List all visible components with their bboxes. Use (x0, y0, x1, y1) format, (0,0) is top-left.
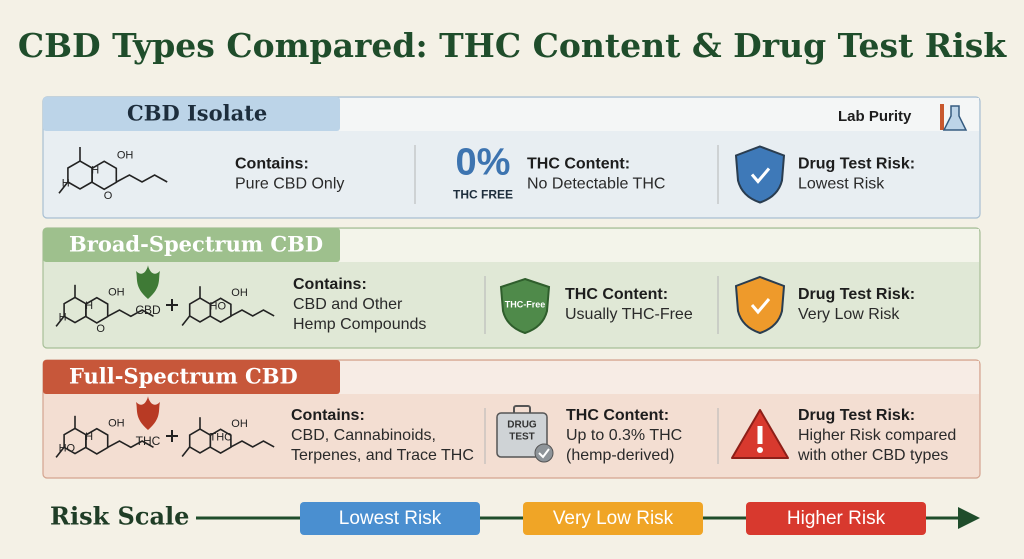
ring (91, 160, 118, 191)
badge: Lab Purity (838, 108, 912, 125)
atom-label: OH (117, 149, 134, 161)
risk-text: Very Low Risk (798, 306, 900, 323)
ring (209, 428, 232, 455)
atom-label: HO (210, 300, 227, 312)
ring (209, 297, 232, 324)
atom-label: H (85, 431, 93, 443)
check (750, 167, 771, 184)
ring (85, 427, 109, 455)
flask (942, 105, 968, 131)
risk-label: Drug Test Risk: (798, 156, 915, 173)
risk-pill-label: Very Low Risk (553, 508, 674, 529)
case-label: DRUG (507, 420, 537, 431)
chain (181, 446, 191, 457)
ring (85, 296, 109, 324)
section-name: Broad-Spectrum CBD (69, 232, 323, 257)
shield (734, 275, 786, 335)
chain (116, 174, 168, 183)
risk-pill (523, 502, 703, 535)
chain (107, 440, 154, 449)
section-tab (43, 228, 340, 262)
section-tab (43, 97, 340, 131)
chain (181, 315, 191, 326)
chain (55, 446, 65, 458)
risk-label: Drug Test Risk: (798, 407, 915, 424)
contains-text: Pure CBD Only (235, 176, 344, 193)
thc-text: Up to 0.3% THC (566, 427, 682, 444)
atom-label: HO (59, 442, 76, 454)
shield (499, 277, 551, 335)
title: CBD Types Compared: THC Content & Drug T… (18, 26, 1007, 65)
thc-free-text: THC FREE (453, 188, 513, 202)
contains-label: Contains: (235, 156, 309, 173)
shield (734, 145, 786, 204)
atom-label: H (91, 165, 99, 177)
thc-label: THC Content: (566, 407, 669, 424)
contains-text: Hemp Compounds (293, 316, 426, 333)
section-name: CBD Isolate (127, 101, 267, 126)
case-label: TEST (509, 432, 535, 443)
check-badge (534, 443, 554, 463)
section-name: Full-Spectrum CBD (69, 364, 298, 389)
contains-text: CBD and Other (293, 296, 403, 313)
atom-label: O (96, 323, 105, 335)
risk-text: Higher Risk compared (798, 427, 956, 444)
warning-bar (757, 426, 763, 444)
chain (230, 440, 275, 448)
risk-pill (300, 502, 480, 535)
chain (58, 181, 69, 194)
contains-label: Contains: (293, 276, 367, 293)
leaf-label: CBD (135, 303, 161, 317)
thc-text: (hemp-derived) (566, 447, 674, 464)
risk-scale-label: Risk Scale (50, 502, 189, 531)
check (538, 448, 550, 459)
atom-label: H (85, 300, 93, 312)
check (750, 298, 771, 315)
chain (230, 309, 275, 317)
thc-label: THC Content: (565, 286, 668, 303)
risk-pill-label: Lowest Risk (339, 508, 442, 529)
leaf (136, 265, 160, 299)
chain (55, 315, 65, 327)
chain (107, 309, 154, 318)
atom-label: H (62, 177, 70, 189)
case (496, 412, 548, 458)
atom-label: OH (108, 417, 125, 429)
atom-label: OH (108, 286, 125, 298)
contains-text: CBD, Cannabinoids, (291, 427, 436, 444)
atom-label: THC (210, 431, 233, 443)
thc-label: THC Content: (527, 156, 630, 173)
risk-pill-label: Higher Risk (787, 508, 886, 529)
atom-label: OH (231, 418, 248, 430)
thc-text: No Detectable THC (527, 176, 665, 193)
risk-pill (746, 502, 926, 535)
atom-label: O (104, 190, 113, 202)
contains-label: Contains: (291, 407, 365, 424)
warning-dot (757, 447, 763, 453)
risk-label: Drug Test Risk: (798, 286, 915, 303)
zero-percent: 0% (456, 142, 511, 184)
thc-text: Usually THC-Free (565, 306, 693, 323)
risk-text: with other CBD types (797, 447, 948, 464)
atom-label: OH (231, 287, 248, 299)
risk-text: Lowest Risk (798, 176, 885, 193)
contains-text: Terpenes, and Trace THC (291, 447, 474, 464)
shield-label: THC-Free (505, 299, 546, 309)
leaf-label: THC (136, 434, 161, 448)
section-tab (43, 360, 340, 394)
scale-arrow (958, 507, 980, 529)
leaf (136, 396, 160, 430)
dropper (940, 104, 944, 130)
atom-label: H (59, 311, 67, 323)
